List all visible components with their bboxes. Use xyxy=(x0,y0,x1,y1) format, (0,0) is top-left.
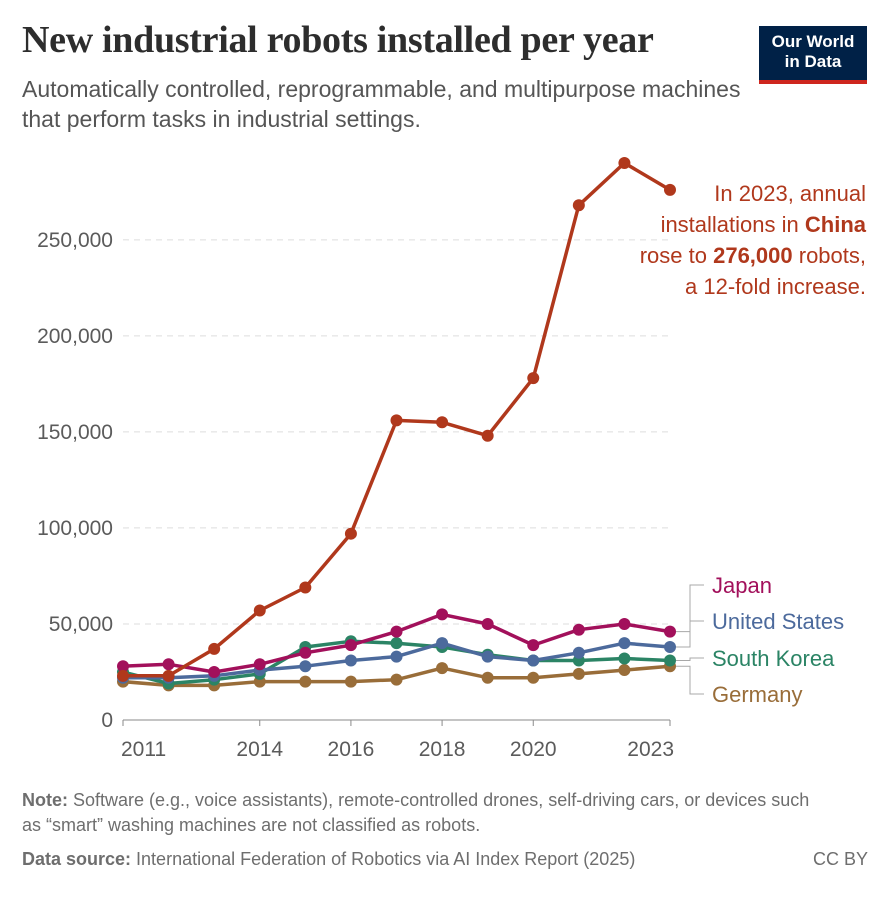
x-tick-label: 2023 xyxy=(627,738,674,761)
china-annotation: In 2023, annual installations in China r… xyxy=(640,181,867,299)
data-point xyxy=(253,658,266,671)
legend-label: South Korea xyxy=(712,646,835,671)
data-point xyxy=(572,199,585,212)
legend-label: United States xyxy=(712,609,844,634)
data-point xyxy=(117,660,129,673)
x-tick-label: 2020 xyxy=(510,738,557,761)
y-tick-label: 250,000 xyxy=(37,229,113,252)
data-point xyxy=(481,429,494,442)
data-point xyxy=(664,641,676,654)
y-tick-label: 150,000 xyxy=(37,421,113,444)
data-point xyxy=(572,646,585,659)
chart-subtitle: Automatically controlled, reprogrammable… xyxy=(22,76,741,132)
x-tick-label: 2016 xyxy=(328,738,375,761)
data-point xyxy=(253,604,266,617)
license-link[interactable]: CC BY xyxy=(812,849,868,869)
annotation-china: China xyxy=(805,212,867,237)
data-point xyxy=(664,654,676,667)
y-tick-label: 50,000 xyxy=(49,613,113,636)
data-point xyxy=(344,527,357,540)
data-point xyxy=(527,654,540,667)
legend-connector xyxy=(676,620,704,648)
legend: Japan United States South Korea Germany xyxy=(676,573,844,707)
legend-connector xyxy=(676,584,704,633)
note-label: Note: xyxy=(22,790,68,810)
data-point xyxy=(481,650,494,663)
legend-label: Germany xyxy=(712,682,802,707)
logo-line-2: in Data xyxy=(784,52,842,71)
annotation-line-3-post: robots, xyxy=(793,243,866,268)
data-point xyxy=(390,637,403,650)
data-point xyxy=(390,673,403,686)
data-point xyxy=(618,157,631,169)
source-text: International Federation of Robotics via… xyxy=(131,849,636,869)
owid-logo[interactable]: Our World in Data xyxy=(759,26,867,84)
data-point xyxy=(618,664,631,677)
series-japan xyxy=(117,608,676,678)
data-point xyxy=(162,658,175,671)
legend-connector xyxy=(676,657,704,661)
chart-note: Note: Software (e.g., voice assistants),… xyxy=(22,788,822,838)
note-text: Software (e.g., voice assistants), remot… xyxy=(22,790,810,835)
annotation-line-3: rose to 276,000 robots, xyxy=(640,243,866,268)
data-point xyxy=(344,675,357,688)
data-point xyxy=(527,372,540,385)
x-tick-label: 2011 xyxy=(121,738,166,761)
x-tick-label: 2014 xyxy=(236,738,283,761)
series-china xyxy=(117,157,676,682)
series-layer xyxy=(117,157,676,692)
annotation-line-4: a 12-fold increase. xyxy=(685,274,866,299)
data-point xyxy=(481,671,494,684)
data-point xyxy=(208,665,221,678)
data-point xyxy=(618,617,631,630)
line-chart: 0 50,000 100,000 150,000 200,000 250,000 2011… xyxy=(37,157,867,761)
y-tick-label: 0 xyxy=(101,709,113,732)
data-point xyxy=(664,183,676,196)
annotation-line-2: installations in China xyxy=(661,212,867,237)
logo-line-1: Our World xyxy=(771,32,855,51)
annotation-value: 276,000 xyxy=(713,243,793,268)
data-point xyxy=(436,662,449,675)
legend-item-germany: Germany xyxy=(676,665,802,707)
data-point xyxy=(618,637,631,650)
source-label: Data source: xyxy=(22,849,132,869)
y-tick-label: 200,000 xyxy=(37,325,113,348)
data-point xyxy=(527,639,540,652)
data-point xyxy=(344,639,357,652)
data-point xyxy=(390,625,403,638)
y-tick-label: 100,000 xyxy=(37,517,113,540)
data-point xyxy=(572,623,585,636)
data-point xyxy=(436,608,449,621)
data-source: Data source: International Federation of… xyxy=(22,847,635,872)
data-point xyxy=(572,667,585,680)
legend-label: Japan xyxy=(712,573,772,598)
legend-item-united-states: United States xyxy=(676,609,844,648)
data-point xyxy=(299,581,312,594)
data-point xyxy=(162,669,175,682)
data-point xyxy=(299,646,312,659)
chart-title: New industrial robots installed per year xyxy=(22,19,654,61)
annotation-line-3-pre: rose to xyxy=(640,243,713,268)
data-point xyxy=(344,654,357,667)
legend-item-japan: Japan xyxy=(676,573,772,633)
data-point xyxy=(481,617,494,630)
legend-item-south-korea: South Korea xyxy=(676,646,835,671)
data-point xyxy=(436,416,449,429)
data-point xyxy=(390,414,403,427)
data-point xyxy=(299,660,312,673)
data-point xyxy=(117,669,129,682)
annotation-line-2-text: installations in xyxy=(661,212,805,237)
x-tick-label: 2018 xyxy=(419,738,466,761)
data-point xyxy=(664,625,676,638)
x-axis: 2011 2014 2016 2018 2020 2023 xyxy=(121,719,674,761)
data-point xyxy=(618,652,631,665)
legend-connector xyxy=(676,665,704,695)
data-point xyxy=(390,650,403,663)
data-point xyxy=(208,642,221,655)
data-point xyxy=(527,671,540,684)
data-point xyxy=(436,637,449,650)
data-point xyxy=(299,675,312,688)
annotation-line-1: In 2023, annual xyxy=(714,181,866,206)
